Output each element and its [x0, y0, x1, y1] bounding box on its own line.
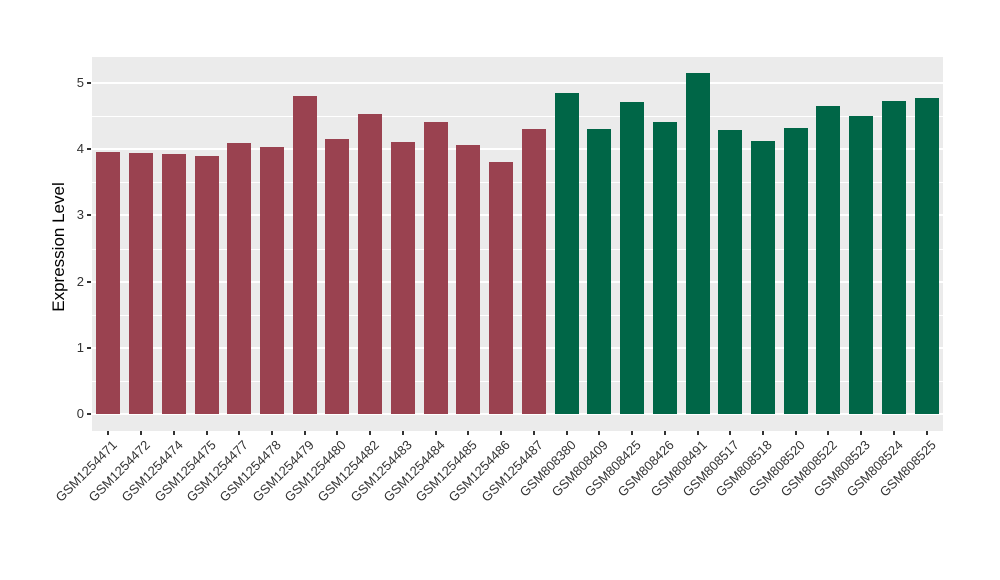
x-tick-mark: [696, 431, 699, 435]
gridline-major: [92, 214, 943, 217]
x-tick-mark: [598, 431, 601, 435]
bar-GSM1254485: [456, 144, 481, 414]
y-tick-label: 0: [76, 406, 84, 421]
x-tick-mark: [892, 431, 895, 435]
bar-GSM1254477: [227, 143, 252, 414]
x-tick-mark: [631, 431, 634, 435]
bar-GSM1254475: [194, 156, 219, 414]
y-tick-label: 3: [76, 207, 84, 223]
bar-GSM1254484: [423, 122, 448, 414]
x-tick-mark: [336, 431, 339, 435]
bar-GSM1254474: [161, 154, 186, 414]
bar-GSM1254486: [489, 162, 514, 414]
x-tick-mark: [925, 431, 928, 435]
gridline-major: [92, 82, 943, 84]
x-tick-mark: [401, 431, 404, 435]
bar-GSM1254479: [292, 96, 317, 414]
x-tick-mark: [205, 431, 208, 435]
gridline-minor: [92, 116, 943, 118]
x-tick-mark: [827, 431, 830, 435]
bar-GSM1254478: [260, 147, 285, 414]
bar-GSM1254480: [325, 139, 350, 414]
x-tick-mark: [140, 431, 143, 435]
bar-GSM1254471: [96, 151, 121, 414]
bar-GSM1254472: [129, 153, 154, 414]
bar-GSM808522: [816, 106, 841, 414]
gridline-major: [92, 413, 943, 415]
bar-GSM808409: [587, 128, 612, 414]
gridline-minor: [92, 182, 943, 184]
y-tick-label: 1: [76, 339, 84, 355]
plot-panel: [92, 57, 943, 431]
bar-GSM808520: [783, 128, 808, 414]
x-tick-mark: [238, 431, 241, 435]
x-tick-mark: [761, 431, 764, 435]
x-tick-mark: [467, 431, 470, 435]
x-tick-mark: [860, 431, 863, 435]
y-tick-mark: [87, 82, 91, 84]
bar-GSM808425: [620, 101, 645, 414]
gridline-major: [92, 346, 943, 349]
y-tick-label: 5: [76, 75, 84, 90]
x-tick-mark: [107, 431, 110, 435]
y-tick-label: 2: [76, 273, 84, 289]
x-tick-mark: [172, 431, 175, 435]
x-tick-mark: [500, 431, 503, 435]
gridline-minor: [92, 380, 943, 382]
bar-GSM1254483: [390, 141, 415, 414]
gridline-minor: [92, 248, 943, 250]
gridline-major: [92, 148, 943, 151]
bar-GSM808517: [718, 130, 743, 414]
y-axis-title: Expression Level: [49, 182, 68, 312]
bar-GSM808380: [554, 92, 579, 414]
bar-GSM808525: [914, 97, 939, 414]
bar-GSM1254487: [521, 129, 546, 414]
x-tick-mark: [369, 431, 372, 435]
y-tick-mark: [87, 280, 91, 283]
x-tick-mark: [794, 431, 797, 435]
y-tick-mark: [87, 413, 91, 415]
bar-GSM808523: [849, 116, 874, 414]
bar-GSM808518: [750, 140, 775, 414]
bar-GSM808426: [652, 122, 677, 414]
gridline-minor: [92, 314, 943, 316]
bar-GSM808491: [685, 73, 710, 414]
gridline-major: [92, 280, 943, 283]
y-tick-mark: [87, 148, 91, 151]
bar-GSM808524: [881, 100, 906, 414]
y-tick-mark: [87, 346, 91, 349]
x-tick-mark: [434, 431, 437, 435]
bar-GSM1254482: [358, 114, 383, 414]
x-tick-mark: [532, 431, 535, 435]
x-tick-mark: [663, 431, 666, 435]
x-tick-mark: [729, 431, 732, 435]
x-tick-mark: [565, 431, 568, 435]
y-tick-mark: [87, 214, 91, 217]
x-tick-mark: [271, 431, 274, 435]
y-tick-label: 4: [76, 141, 84, 157]
x-tick-mark: [303, 431, 306, 435]
